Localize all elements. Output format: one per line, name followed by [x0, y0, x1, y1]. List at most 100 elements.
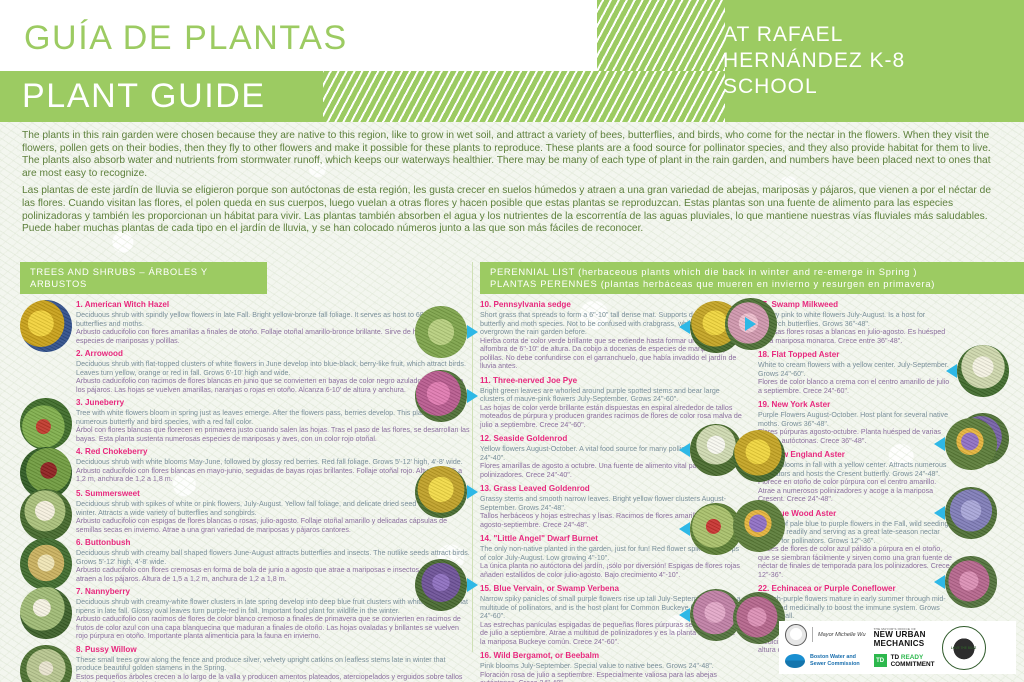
perennial-section-band: PERENNIAL LIST (herbaceous plants which … [480, 262, 1024, 294]
bwsc-name: Boston Water and Sewer Commission [810, 654, 860, 667]
plant-entry: 16. Wild Bergamot, or Beebalm Pink bloom… [480, 651, 742, 682]
plant-description-es: Flores de color blanco a crema con el ce… [758, 378, 950, 395]
sponsor-logo-strip: Mayor Michelle Wu Boston Water and Sewer… [779, 621, 1016, 674]
mayor-logo-row: Mayor Michelle Wu [785, 623, 866, 646]
plant-name: 14. "Little Angel" Dwarf Burnet [480, 534, 599, 543]
plant-entry: 18. Flat Topped Aster White to cream flo… [758, 350, 954, 395]
plant-description-en: Bright green leaves are whorled around p… [480, 386, 720, 404]
plant-photo-pussy-willow [20, 644, 72, 682]
plant-photo-flat-topped-aster [957, 345, 1009, 397]
plant-name: 21. Blue Wood Aster [758, 508, 837, 518]
trees-section-band: TREES AND SHRUBS – ÁRBOLES Y ARBUSTOS [20, 262, 267, 294]
intro-text-block: The plants in this rain garden were chos… [22, 130, 1006, 236]
plant-name: 4. Red Chokeberry [76, 447, 148, 456]
plant-entry: 19. New York Aster Purple Flowers August… [758, 400, 954, 445]
num-subtitle: THE MAYOR'S OFFICE OF [873, 627, 916, 632]
pointer-triangle [679, 320, 690, 334]
plant-description-en: Showy pink to white flowers July-August.… [758, 311, 926, 328]
header-stripes-bottom [323, 71, 725, 122]
plant-description-en: Purple Flowers August-October. Host plan… [758, 411, 949, 428]
plant-description-en: Deciduous shrub with creamy ball shaped … [76, 549, 470, 566]
trees-entry-list: 1. American Witch Hazel Deciduous shrub … [20, 300, 472, 682]
school-name: AT RAFAEL HERNÁNDEZ K-8 SCHOOL [723, 22, 905, 100]
plant-entry: 17. Swamp Milkweed Showy pink to white f… [758, 300, 954, 345]
plant-name: 11. Three-nerved Joe Pye [480, 375, 578, 385]
plant-photo-juneberry [20, 398, 72, 450]
bee-logo-text: LOVE THE BUZZ [950, 645, 977, 650]
plant-description-en: Short grass that spreads to form a 6"-10… [480, 311, 720, 336]
plant-photo-coneflower-left [733, 592, 785, 644]
school-line-1: AT RAFAEL [723, 23, 844, 46]
plant-description-en: Yellow flowers August-October. A vital f… [480, 445, 726, 462]
plant-entry: 2. Arrowood Deciduous shrub with flat-to… [20, 349, 472, 394]
school-line-2: HERNÁNDEZ K-8 [723, 49, 906, 72]
plant-entry: 8. Pussy Willow These small trees grow a… [20, 644, 472, 682]
plant-entry: 14. "Little Angel" Dwarf Burnet The only… [480, 534, 742, 579]
plant-name: 10. Pennsylvania sedge [480, 300, 571, 309]
plant-name: 6. Buttonbush [76, 538, 131, 547]
plant-name: 7. Nannyberry [76, 587, 130, 596]
plant-entry: 4. Red Chokeberry Deciduous shrub with w… [20, 447, 472, 499]
column-divider [472, 262, 473, 652]
intro-paragraph-english: The plants in this rain garden were chos… [22, 130, 991, 179]
poster-header: GUÍA DE PLANTAS PLANT GUIDE AT RAFAEL HE… [0, 0, 1024, 122]
plant-photo-summersweet [20, 489, 72, 541]
pointer-triangle [745, 317, 756, 331]
pointer-triangle [467, 485, 478, 499]
header-stripes-top [597, 0, 725, 71]
poster-title-english: PLANT GUIDE [22, 77, 266, 115]
plant-entry: 1. American Witch Hazel Deciduous shrub … [20, 300, 472, 352]
bwsc-line-1: Boston Water and [810, 654, 856, 661]
td-line-1: TD READY [890, 653, 924, 661]
pointer-triangle [467, 325, 478, 339]
plant-photo-new-england-aster [945, 418, 997, 470]
plant-entry: 15. Blue Vervain, or Swamp Verbena Narro… [480, 584, 742, 646]
plant-name: 22. Echinacea or Purple Coneflower [758, 584, 896, 593]
plant-description-en: White to cream flowers with a yellow cen… [758, 361, 949, 378]
plant-description-en: Purple blooms in fall with a yellow cent… [758, 461, 947, 478]
bwsc-line-2: Sewer Commission [810, 660, 860, 667]
plant-description-es: Arbusto caducifolio con flores amarillas… [76, 328, 456, 345]
bwsc-logo-row: Boston Water and Sewer Commission [785, 650, 866, 672]
plant-description-es: Arbusto caducifolio con flores blancas e… [76, 466, 463, 484]
plant-description-es: Hierba corta de color verde brillante qu… [480, 336, 737, 371]
plant-description-en: These small trees grow along the fence a… [76, 655, 446, 673]
perennials-middle-list: 10. Pennsylvania sedge Short grass that … [480, 300, 742, 682]
plant-description-en: Deciduous shrub with flat-topped cluster… [76, 360, 466, 377]
logo-divider [812, 627, 813, 642]
plant-description-es: Nubes de flores de color azul pálido a p… [758, 545, 953, 579]
plant-description-es: Flores amarillas de agosto a octubre. Un… [480, 462, 730, 479]
plant-description-en: Deciduous shrub with spikes of white or … [76, 500, 454, 517]
perennials-right-column: 17. Swamp Milkweed Showy pink to white f… [758, 300, 954, 660]
plant-name: 12. Seaside Goldenrod [480, 434, 568, 443]
love-the-buzz-bee-logo: LOVE THE BUZZ [941, 625, 986, 670]
plant-photo-blue-vervain [415, 559, 467, 611]
td-square-icon: TD [873, 654, 887, 668]
city-logos: Mayor Michelle Wu Boston Water and Sewer… [779, 623, 866, 672]
pointer-triangle [467, 578, 478, 592]
plant-name: 2. Arrowood [76, 349, 123, 358]
plant-photo-buttonbush [20, 538, 72, 590]
plant-description-es: Arbusto caducifolio con flores cremosas … [76, 566, 463, 583]
partner-logos: THE MAYOR'S OFFICE OF NEW URBAN MECHANIC… [866, 627, 935, 668]
plant-entry: 7. Nannyberry Deciduous shrub with cream… [20, 587, 472, 641]
plant-photo-pennsylvania-sedge [415, 306, 467, 358]
plant-name: 17. Swamp Milkweed [758, 300, 839, 309]
num-line-2: MECHANICS [873, 639, 925, 648]
plant-entry: 11. Three-nerved Joe Pye Bright green le… [480, 376, 742, 430]
plant-entry: 3. Juneberry Tree with white flowers blo… [20, 398, 472, 450]
plant-description-en: Grassy stems and smooth narrow leaves. B… [480, 495, 727, 512]
plant-entry: 12. Seaside Goldenrod Yellow flowers Aug… [480, 434, 742, 479]
plant-photo-nannyberry [20, 587, 72, 639]
plant-description-es: Florece en otoño de color púrpura con el… [758, 478, 937, 503]
plant-description-es: Estos pequeños árboles crecen a lo largo… [76, 672, 463, 682]
pointer-triangle [946, 364, 957, 378]
trees-column: TREES AND SHRUBS – ÁRBOLES Y ARBUSTOS 1.… [20, 262, 472, 682]
plant-description-en: Clouds of pale blue to purple flowers in… [758, 519, 949, 545]
plant-name: 15. Blue Vervain, or Swamp Verbena [480, 584, 620, 593]
plant-name: 20. New England Aster [758, 450, 845, 459]
plant-photo-grass-leaved-goldenrod [415, 466, 467, 518]
plant-photo-goldenrod-left [733, 430, 785, 482]
plant-entry: 21. Blue Wood Aster Clouds of pale blue … [758, 509, 954, 580]
perennials-middle-column: 10. Pennsylvania sedge Short grass that … [480, 300, 742, 682]
